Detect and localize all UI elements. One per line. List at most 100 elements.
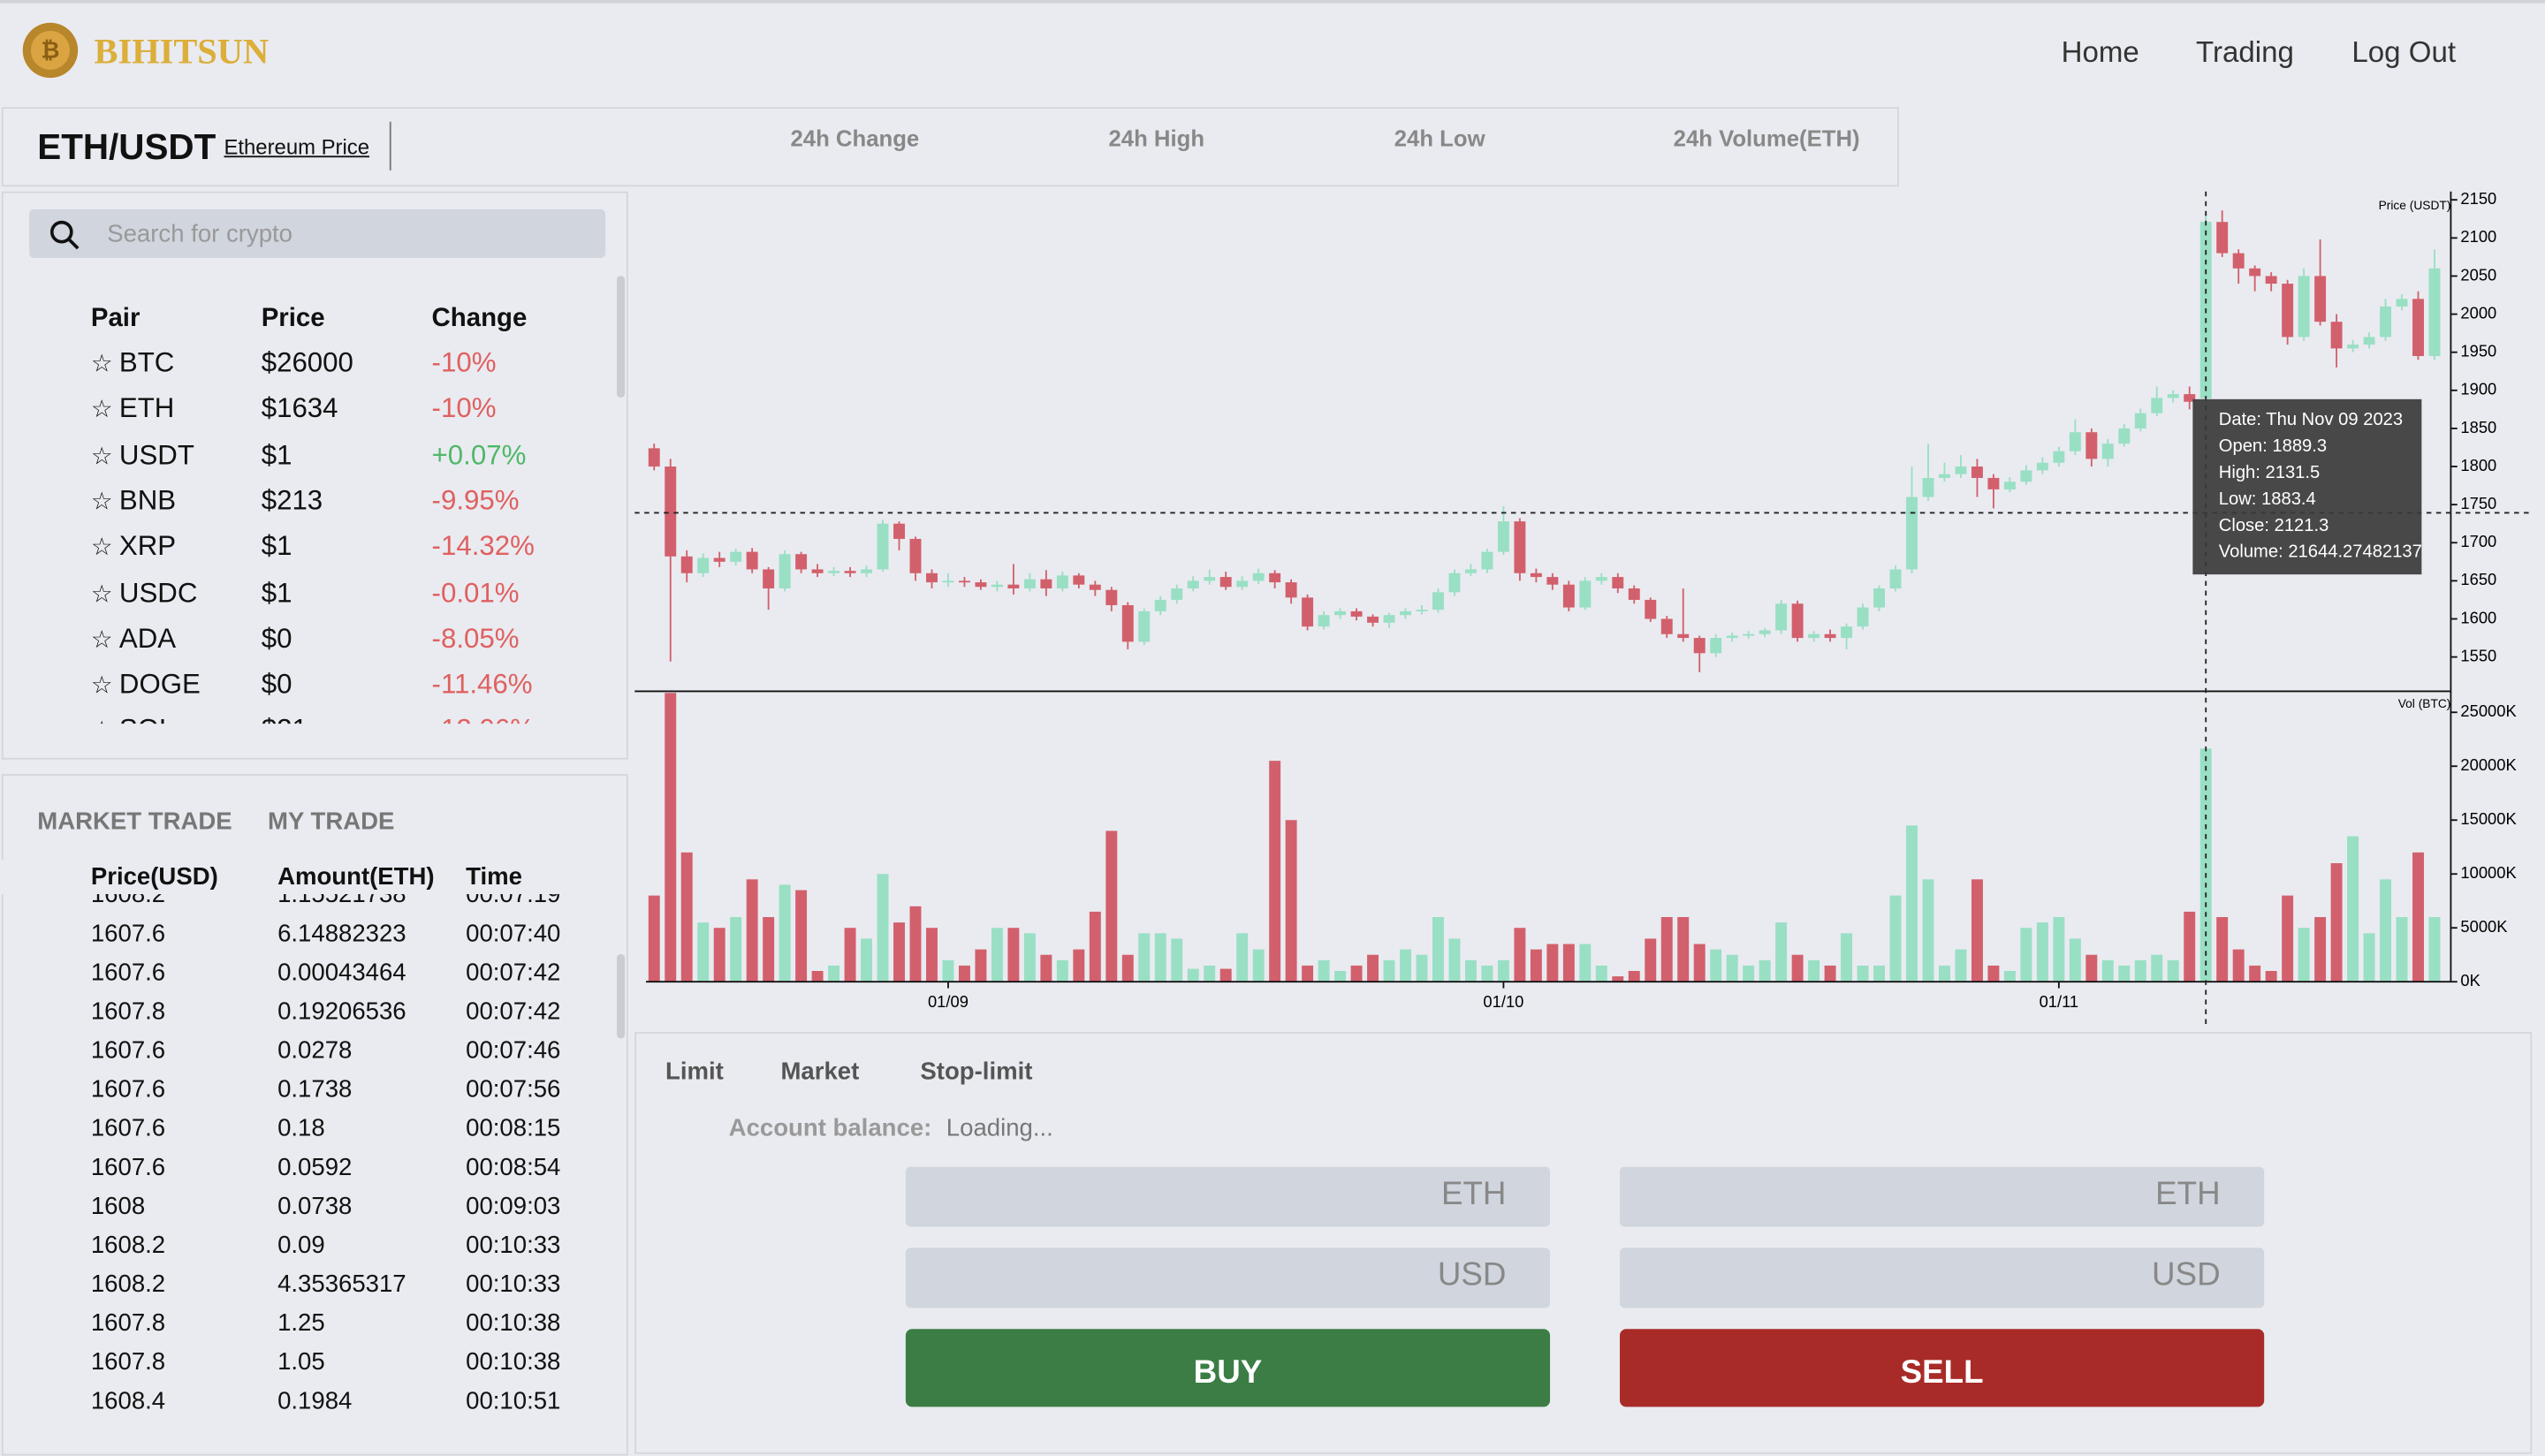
trade-cell: 00:07:56 bbox=[466, 1075, 561, 1103]
trade-cell: 1607.6 bbox=[90, 1075, 166, 1103]
candle-body bbox=[2363, 337, 2375, 345]
candle-body bbox=[1171, 588, 1183, 600]
candle-body bbox=[1040, 579, 1052, 589]
candle-body bbox=[648, 448, 660, 467]
y2-tick-label: 25000K bbox=[2460, 701, 2517, 720]
column-header: Price bbox=[261, 305, 325, 333]
buy-button[interactable]: BUY bbox=[905, 1329, 1551, 1407]
search-box[interactable] bbox=[29, 209, 606, 259]
order-tab[interactable]: Market bbox=[780, 1058, 860, 1086]
candle-body bbox=[2151, 398, 2163, 413]
balance-value: Loading... bbox=[946, 1114, 1053, 1143]
volume-bar bbox=[1791, 954, 1804, 982]
candle-body bbox=[1873, 588, 1886, 608]
order-tab[interactable]: Limit bbox=[665, 1058, 724, 1086]
candle-body bbox=[1743, 633, 1755, 636]
candle-body bbox=[697, 557, 710, 573]
volume-bar bbox=[975, 949, 987, 982]
change: -8.05% bbox=[431, 622, 520, 654]
trade-cell: 1608 bbox=[90, 1192, 146, 1221]
pair-link[interactable]: Ethereum Price bbox=[224, 134, 370, 159]
volume-bar bbox=[1841, 933, 1853, 982]
pair[interactable]: BTC bbox=[91, 347, 174, 380]
volume-bar bbox=[1007, 928, 1020, 982]
candle-body bbox=[1824, 633, 1836, 639]
volume-bar bbox=[2249, 965, 2261, 982]
sell-button[interactable]: SELL bbox=[1620, 1329, 2265, 1407]
candle-body bbox=[2036, 462, 2048, 471]
volume-bar bbox=[1889, 895, 1902, 982]
pair[interactable]: ETH bbox=[91, 393, 174, 426]
volume-bar bbox=[1939, 965, 1950, 982]
trade-cell: 00:07:42 bbox=[466, 959, 561, 987]
pair[interactable]: ADA bbox=[91, 623, 176, 656]
trade-cell: 00:10:33 bbox=[466, 1270, 561, 1299]
trade-cell: 0.18 bbox=[277, 1114, 325, 1143]
price: $0 bbox=[261, 668, 292, 700]
candle-body bbox=[1464, 569, 1477, 573]
amount-input[interactable]: USD bbox=[905, 1247, 1551, 1308]
candle-body bbox=[1791, 603, 1804, 639]
axis-title: Vol (BTC) bbox=[2398, 697, 2451, 710]
candle-body bbox=[763, 569, 775, 589]
volume-bar bbox=[2036, 922, 2048, 982]
volume-bar bbox=[942, 959, 954, 982]
tab[interactable]: MY TRADE bbox=[268, 808, 395, 836]
nav-link[interactable]: Home bbox=[2061, 35, 2139, 69]
pair[interactable]: SOL bbox=[91, 715, 175, 724]
nav-link[interactable]: Log Out bbox=[2351, 35, 2457, 69]
candle-body bbox=[1693, 638, 1706, 654]
amount-input[interactable]: ETH bbox=[905, 1166, 1551, 1227]
candle-body bbox=[1023, 579, 1036, 589]
volume-bar bbox=[1955, 949, 1967, 982]
candle-body bbox=[1285, 582, 1297, 598]
volume-bar bbox=[779, 884, 791, 982]
trade-cell: 00:10:38 bbox=[466, 1348, 561, 1376]
amount-input[interactable]: ETH bbox=[1620, 1166, 2265, 1227]
tab[interactable]: MARKET TRADE bbox=[37, 808, 232, 836]
y2-tick-label: 15000K bbox=[2460, 809, 2517, 828]
volume-bar bbox=[1318, 959, 1330, 982]
y-tick-label: 1550 bbox=[2460, 646, 2496, 664]
order-tab[interactable]: Stop-limit bbox=[920, 1058, 1033, 1086]
candle-body bbox=[1073, 575, 1085, 585]
amount-input[interactable]: USD bbox=[1620, 1247, 2265, 1308]
stat-label: 24h Volume(ETH) bbox=[1673, 125, 1860, 151]
y-tick-label: 1750 bbox=[2460, 494, 2496, 512]
volume-bar bbox=[1400, 949, 1411, 982]
volume-bar bbox=[2396, 917, 2408, 982]
volume-bar bbox=[1154, 933, 1166, 982]
stat-label: 24h High bbox=[1108, 125, 1205, 151]
x-tick-label: 01/10 bbox=[1483, 992, 1523, 1011]
volume-bar bbox=[1710, 949, 1722, 982]
candle-body bbox=[1514, 521, 1526, 573]
pair[interactable]: XRP bbox=[91, 531, 176, 564]
candle-body bbox=[1400, 610, 1411, 616]
change: -14.32% bbox=[431, 530, 535, 562]
trade-cell: 00:07:42 bbox=[466, 997, 561, 1026]
change: -0.01% bbox=[431, 576, 520, 608]
trade-cell: 0.1984 bbox=[277, 1387, 353, 1415]
candle-body bbox=[779, 554, 791, 589]
pair[interactable]: DOGE bbox=[91, 669, 201, 701]
candle-body bbox=[1056, 575, 1068, 589]
volume-bar bbox=[2330, 863, 2343, 982]
pair[interactable]: USDC bbox=[91, 577, 197, 610]
candle-body bbox=[942, 580, 954, 583]
price: $1 bbox=[261, 530, 292, 562]
volume-bar bbox=[2347, 836, 2359, 982]
y-tick-label: 2050 bbox=[2460, 265, 2496, 284]
pair[interactable]: BNB bbox=[91, 485, 176, 518]
candle-body bbox=[991, 584, 1003, 588]
pair[interactable]: USDT bbox=[91, 439, 194, 472]
candle-body bbox=[1121, 604, 1134, 642]
volume-bar bbox=[1873, 965, 1886, 982]
volume-bar bbox=[1546, 944, 1559, 982]
nav-link[interactable]: Trading bbox=[2196, 35, 2294, 69]
volume-bar bbox=[2053, 917, 2065, 982]
volume-bar bbox=[697, 922, 710, 982]
volume-bar bbox=[1073, 949, 1085, 982]
volume-bar bbox=[1138, 933, 1151, 982]
volume-bar bbox=[1367, 954, 1379, 982]
